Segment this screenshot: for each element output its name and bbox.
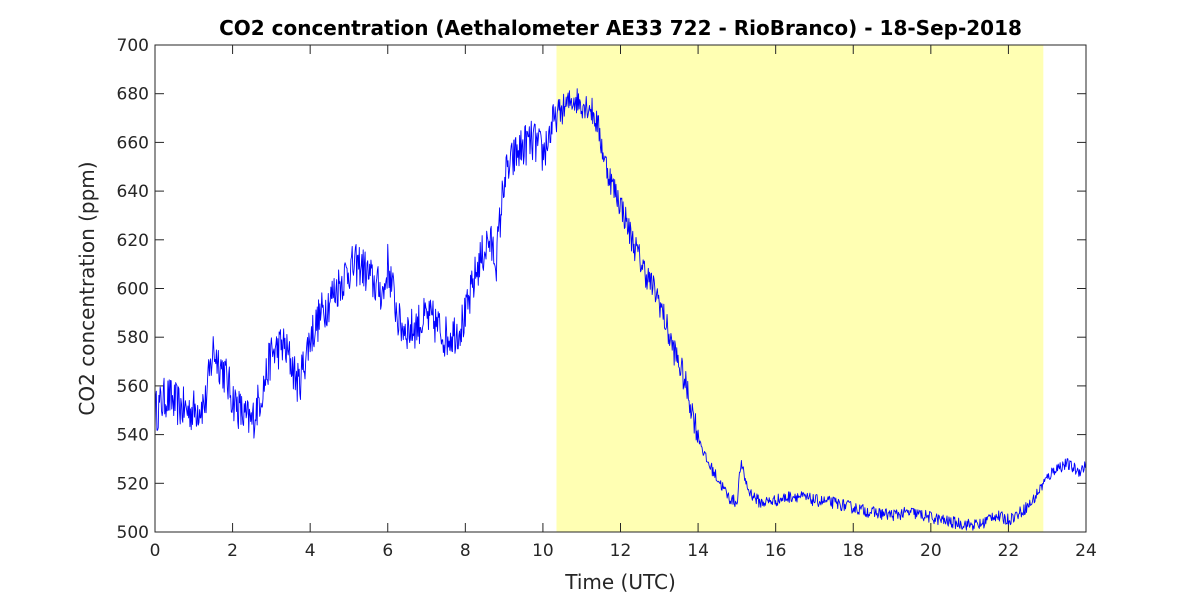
y-tick-label: 680 [117, 85, 149, 105]
y-tick-label: 520 [117, 474, 149, 494]
y-tick-label: 560 [117, 377, 149, 397]
highlight-band [556, 45, 1044, 532]
x-tick-label: 8 [460, 541, 471, 561]
x-tick-label: 2 [227, 541, 238, 561]
x-tick-label: 18 [842, 541, 864, 561]
x-tick-label: 22 [998, 541, 1020, 561]
tick-labels: 0 2 4 6 8 10 12 14 16 18 20 22 245005205405605806006… [117, 36, 1097, 561]
co2-series-line [154, 88, 1087, 531]
chart-title: CO2 concentration (Aethalometer AE33 722… [219, 16, 1022, 40]
x-axis-title: Time (UTC) [564, 570, 676, 594]
x-tick-label: 6 [382, 541, 393, 561]
y-tick-label: 640 [117, 182, 149, 202]
y-tick-label: 540 [117, 426, 149, 446]
axis-ticks [154, 44, 1087, 533]
x-tick-label: 0 [150, 541, 161, 561]
x-tick-label: 14 [687, 541, 709, 561]
plot-frame [154, 44, 1087, 533]
series-group [154, 88, 1087, 531]
y-tick-label: 620 [117, 231, 149, 251]
y-tick-label: 500 [117, 523, 149, 543]
x-tick-label: 12 [610, 541, 632, 561]
x-tick-label: 24 [1075, 541, 1097, 561]
x-tick-label: 20 [920, 541, 942, 561]
y-tick-label: 600 [117, 280, 149, 300]
x-tick-label: 16 [765, 541, 787, 561]
x-tick-label: 10 [532, 541, 554, 561]
y-tick-label: 700 [117, 36, 149, 56]
y-tick-label: 580 [117, 328, 149, 348]
x-tick-label: 4 [305, 541, 316, 561]
y-tick-label: 660 [117, 133, 149, 153]
y-axis-title: CO2 concentration (ppm) [75, 161, 99, 415]
